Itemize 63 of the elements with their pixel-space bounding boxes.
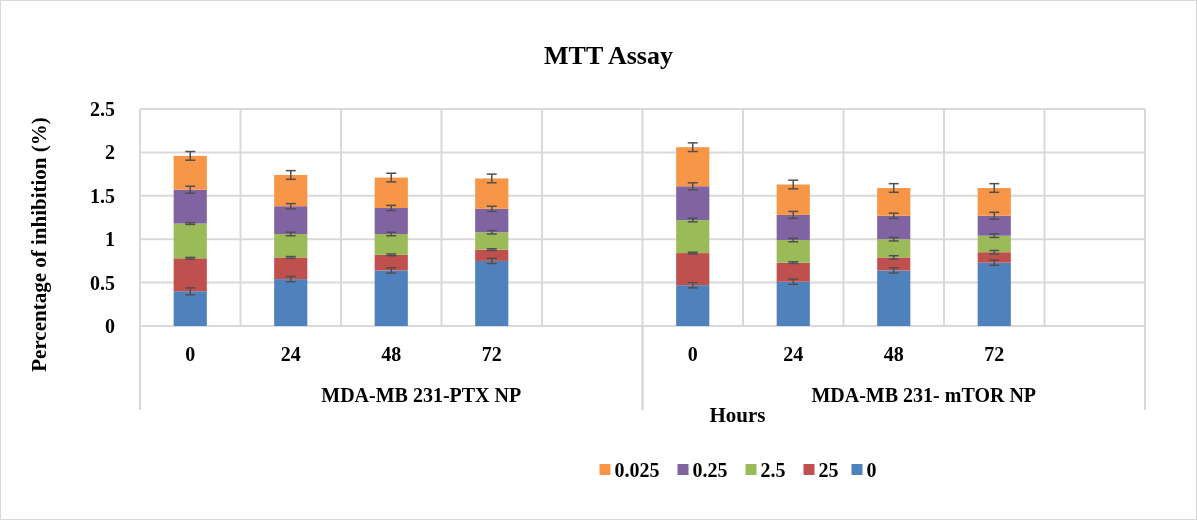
y-tick-label: 1	[105, 228, 115, 251]
bar	[374, 254, 408, 271]
x-tick-label: 0	[185, 343, 196, 365]
y-tick-label: 2	[105, 141, 115, 164]
x-tick-label: 0	[687, 343, 698, 365]
bar	[676, 186, 710, 221]
x-tick-label: 24	[783, 343, 804, 365]
bar	[274, 233, 308, 258]
text: MDA-MB 231-PTX NP	[321, 384, 522, 406]
legend-label: 0.025	[614, 459, 660, 481]
bar	[374, 207, 408, 234]
bar	[173, 258, 207, 292]
bar	[374, 233, 408, 255]
x-tick-label: 72	[984, 343, 1005, 365]
x-axis-title: Hours	[709, 403, 766, 427]
bar	[173, 291, 207, 326]
bar	[173, 155, 207, 190]
text: MDA-MB 231- mTOR NP	[811, 384, 1037, 406]
bar	[676, 220, 710, 254]
y-tick-label: 2.5	[90, 98, 115, 120]
bar	[374, 177, 408, 208]
y-axis-title: Percentage of inhibition (%)	[27, 117, 51, 372]
bar	[274, 174, 308, 207]
bar	[676, 147, 710, 187]
legend-label: 25	[818, 459, 839, 481]
bar	[475, 232, 509, 250]
bar	[877, 187, 911, 216]
chart-title: MTT Assay	[544, 41, 673, 70]
bar	[977, 235, 1011, 253]
bar	[776, 262, 810, 282]
bar	[877, 239, 911, 258]
bar	[977, 215, 1011, 236]
y-tick-label: 0	[105, 315, 115, 337]
bar	[475, 260, 509, 326]
y-tick-label: 1.5	[90, 184, 115, 207]
x-tick-label: 72	[481, 343, 502, 365]
x-tick-label: 48	[883, 343, 904, 365]
legend-label: 0	[866, 459, 877, 481]
bar	[173, 223, 207, 259]
bar	[977, 262, 1011, 326]
bar	[274, 257, 308, 280]
legend-label: 2.5	[760, 459, 786, 481]
bar	[475, 249, 509, 261]
bar	[776, 214, 810, 241]
x-tick-label: 48	[381, 343, 402, 365]
bar	[877, 270, 911, 326]
bar	[274, 206, 308, 234]
bar	[877, 215, 911, 240]
bar	[676, 285, 710, 326]
bar	[776, 184, 810, 215]
bar	[676, 253, 710, 286]
bar	[776, 281, 810, 326]
bar	[475, 178, 509, 209]
y-tick-label: 0.5	[90, 271, 115, 294]
bar	[374, 270, 408, 326]
bar	[776, 240, 810, 263]
x-tick-label: 24	[280, 343, 301, 365]
legend-label: 0.25	[692, 459, 728, 481]
bar	[274, 279, 308, 326]
bar	[475, 208, 509, 233]
bar	[877, 257, 911, 271]
bar	[977, 187, 1011, 216]
bar	[173, 189, 207, 224]
